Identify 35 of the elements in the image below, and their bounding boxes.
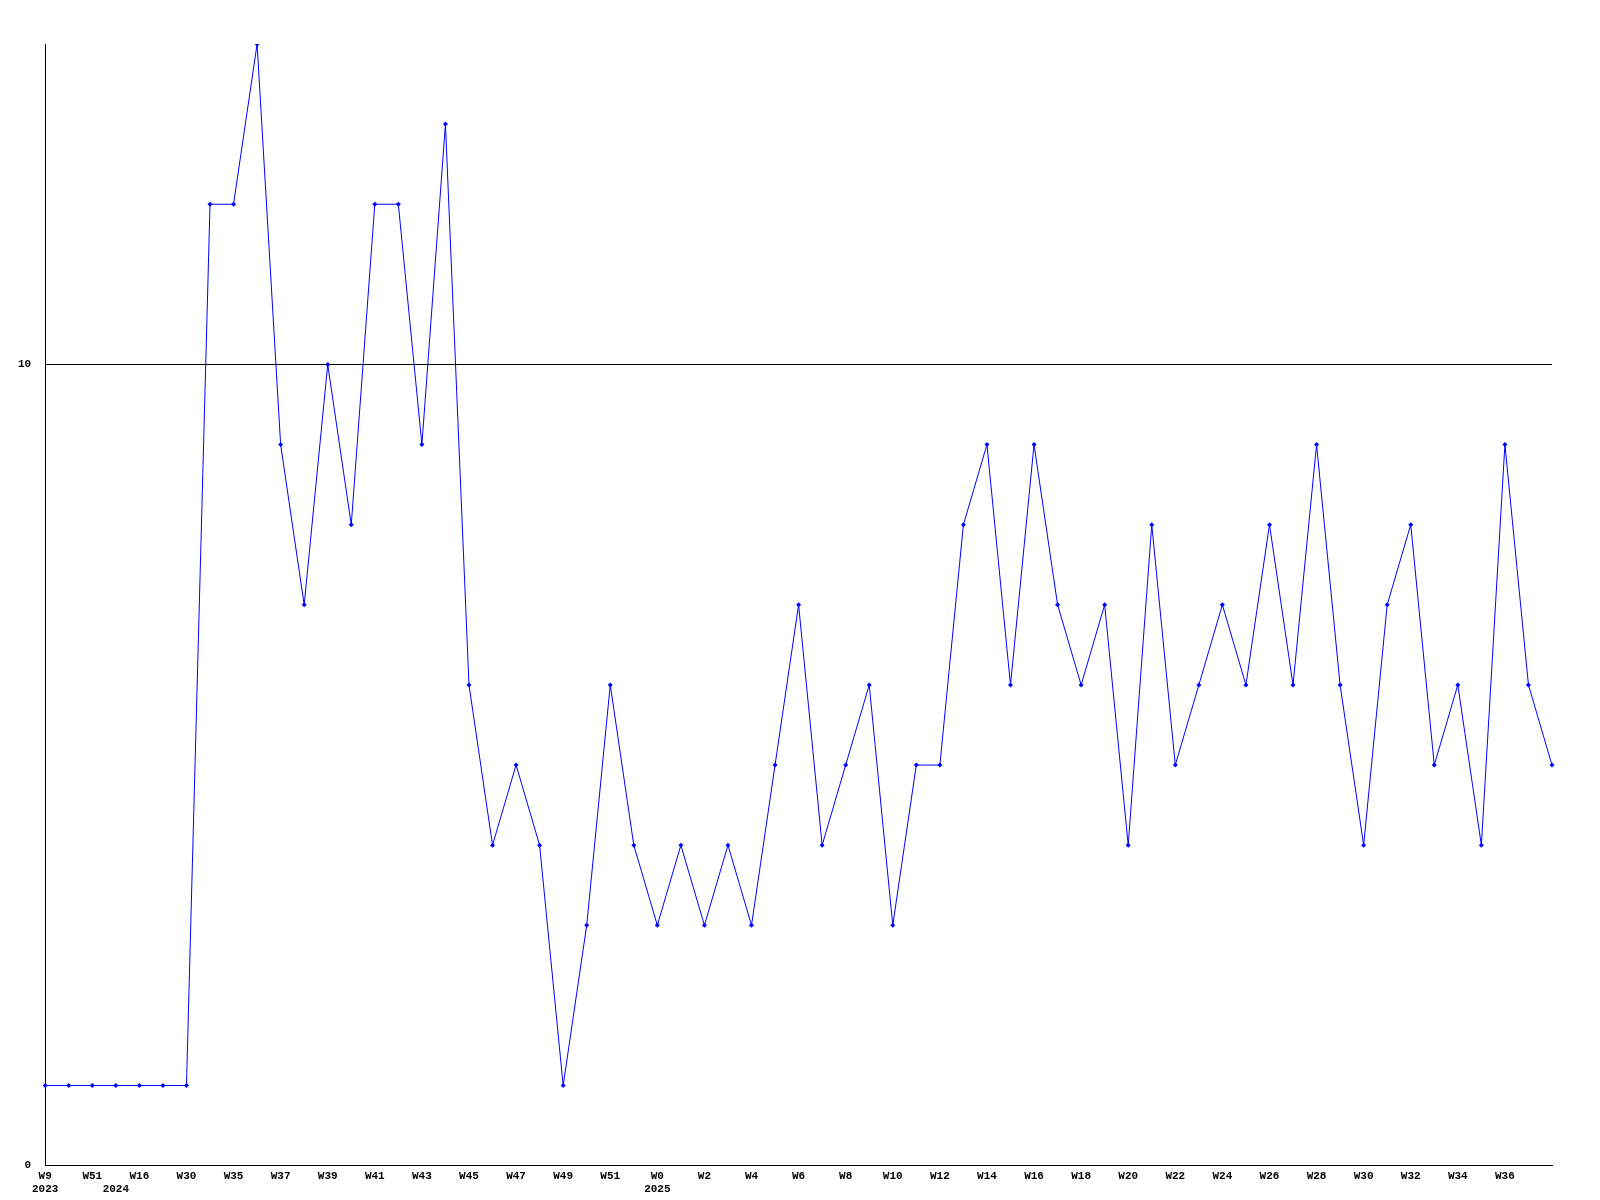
x-tick-label: W37 [270,1169,291,1182]
x-tick-label: W24 [1212,1169,1233,1182]
x-tick-label: W47 [506,1169,526,1182]
x-tick-label: W2 [697,1169,712,1182]
x-tick-label: W4 [744,1169,759,1182]
x-tick-label: W16 [129,1169,150,1182]
y-tick-label: 10 [18,358,32,371]
x-tick-label: 2024 [102,1183,130,1196]
x-tick-label: W41 [364,1169,386,1182]
x-tick-label: W0 2025 [644,1169,671,1196]
x-tick-label: W14 [977,1169,998,1182]
x-tick-label: W6 [792,1169,806,1182]
x-tick-label: W30 [176,1169,197,1182]
x-tick-label: W43 [412,1169,433,1182]
x-tick-label: W35 [223,1169,244,1182]
x-tick-label: W49 [553,1169,574,1182]
x-tick-label: W32 [1400,1169,1421,1182]
x-tick-label: W26 [1259,1169,1280,1182]
x-tick-label: W16 [1024,1169,1044,1182]
x-tick-label: W12 [929,1169,950,1182]
x-tick-label: W18 [1071,1169,1092,1182]
x-tick-label: W30 [1353,1169,1374,1182]
x-tick-label: W28 [1306,1169,1327,1182]
y-tick-label: 0 [24,1159,32,1172]
x-tick-label: W22 [1165,1169,1186,1182]
x-tick-label: W51 [82,1169,103,1182]
x-tick-label: W51 [600,1169,621,1182]
x-tick-label: W9 2023 [32,1169,59,1196]
x-tick-label: W39 [317,1169,338,1182]
x-tick-label: W34 [1447,1169,1469,1182]
x-tick-label: W10 [882,1169,903,1182]
x-tick-label: W8 [839,1169,853,1182]
x-tick-label: W20 [1118,1169,1139,1182]
x-tick-label: W36 [1495,1169,1515,1182]
x-tick-label: W45 [459,1169,480,1182]
